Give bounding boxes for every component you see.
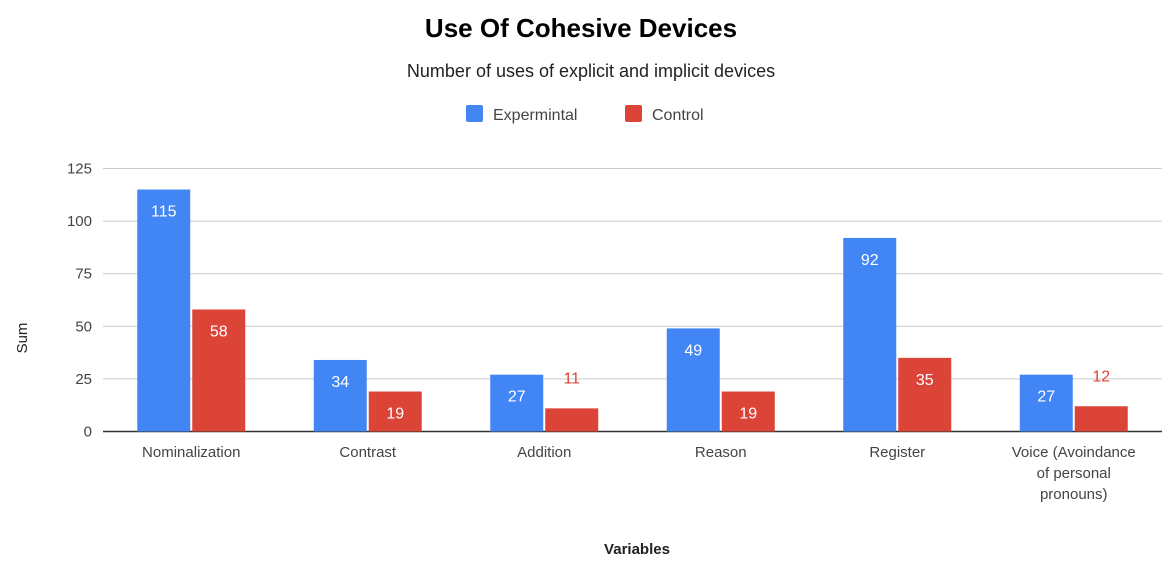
bar-control bbox=[898, 357, 952, 432]
x-category-label: of personal bbox=[1037, 465, 1111, 482]
bar-control bbox=[368, 391, 422, 432]
x-category-label: Contrast bbox=[339, 444, 397, 461]
bar-expermintal bbox=[843, 237, 897, 432]
y-axis-title: Sum bbox=[14, 323, 31, 354]
data-label: 49 bbox=[684, 342, 702, 359]
bar-control bbox=[1074, 406, 1128, 432]
bar-expermintal bbox=[1019, 374, 1073, 432]
y-tick-label: 100 bbox=[67, 213, 92, 230]
x-category-label: pronouns) bbox=[1040, 486, 1108, 503]
bar-control bbox=[545, 408, 599, 432]
y-tick-label: 125 bbox=[67, 161, 92, 178]
data-label: 115 bbox=[151, 204, 177, 221]
chart-subtitle: Number of uses of explicit and implicit … bbox=[407, 61, 775, 81]
data-label: 27 bbox=[508, 389, 526, 406]
y-tick-label: 0 bbox=[84, 424, 92, 441]
bar-expermintal bbox=[313, 359, 367, 432]
bar-control bbox=[721, 391, 775, 432]
legend-label: Control bbox=[652, 107, 704, 124]
legend-label: Expermintal bbox=[493, 107, 577, 124]
bar-expermintal bbox=[666, 328, 720, 432]
data-label: 58 bbox=[210, 323, 228, 340]
data-label: 34 bbox=[331, 374, 349, 391]
legend-swatch bbox=[625, 105, 642, 122]
gridlines bbox=[103, 168, 1162, 433]
y-tick-label: 75 bbox=[75, 266, 92, 283]
data-label: 35 bbox=[916, 372, 934, 389]
legend: Expermintal Control bbox=[466, 105, 704, 124]
data-label: 92 bbox=[861, 252, 879, 269]
data-label: 12 bbox=[1092, 368, 1110, 385]
data-label: 27 bbox=[1037, 389, 1055, 406]
data-label: 19 bbox=[386, 406, 404, 423]
legend-swatch bbox=[466, 105, 483, 122]
y-tick-label: 25 bbox=[75, 371, 92, 388]
x-category-label: Voice (Avoindance bbox=[1012, 444, 1136, 461]
x-category-label: Reason bbox=[695, 444, 747, 461]
bar-expermintal bbox=[490, 374, 544, 432]
y-tick-label: 50 bbox=[75, 318, 92, 335]
bar-expermintal bbox=[137, 189, 191, 432]
legend-item: Control bbox=[625, 105, 704, 124]
data-label: 19 bbox=[739, 406, 757, 423]
x-category-label: Nominalization bbox=[142, 444, 240, 461]
x-category-label: Register bbox=[869, 444, 925, 461]
x-axis-title: Variables bbox=[604, 541, 670, 558]
data-label: 11 bbox=[563, 370, 580, 387]
data-labels: 115 58 34 19 27 11 49 19 92 35 27 12 bbox=[151, 204, 1110, 423]
x-category-label: Addition bbox=[517, 444, 571, 461]
x-axis-categories: Nominalization Contrast Addition Reason Regi… bbox=[142, 444, 1136, 503]
y-axis-ticks: 0 25 50 75 100 125 bbox=[67, 161, 92, 441]
legend-item: Expermintal bbox=[466, 105, 577, 124]
chart-title: Use Of Cohesive Devices bbox=[425, 13, 737, 43]
bars bbox=[137, 189, 1128, 432]
bar-control bbox=[192, 309, 246, 432]
